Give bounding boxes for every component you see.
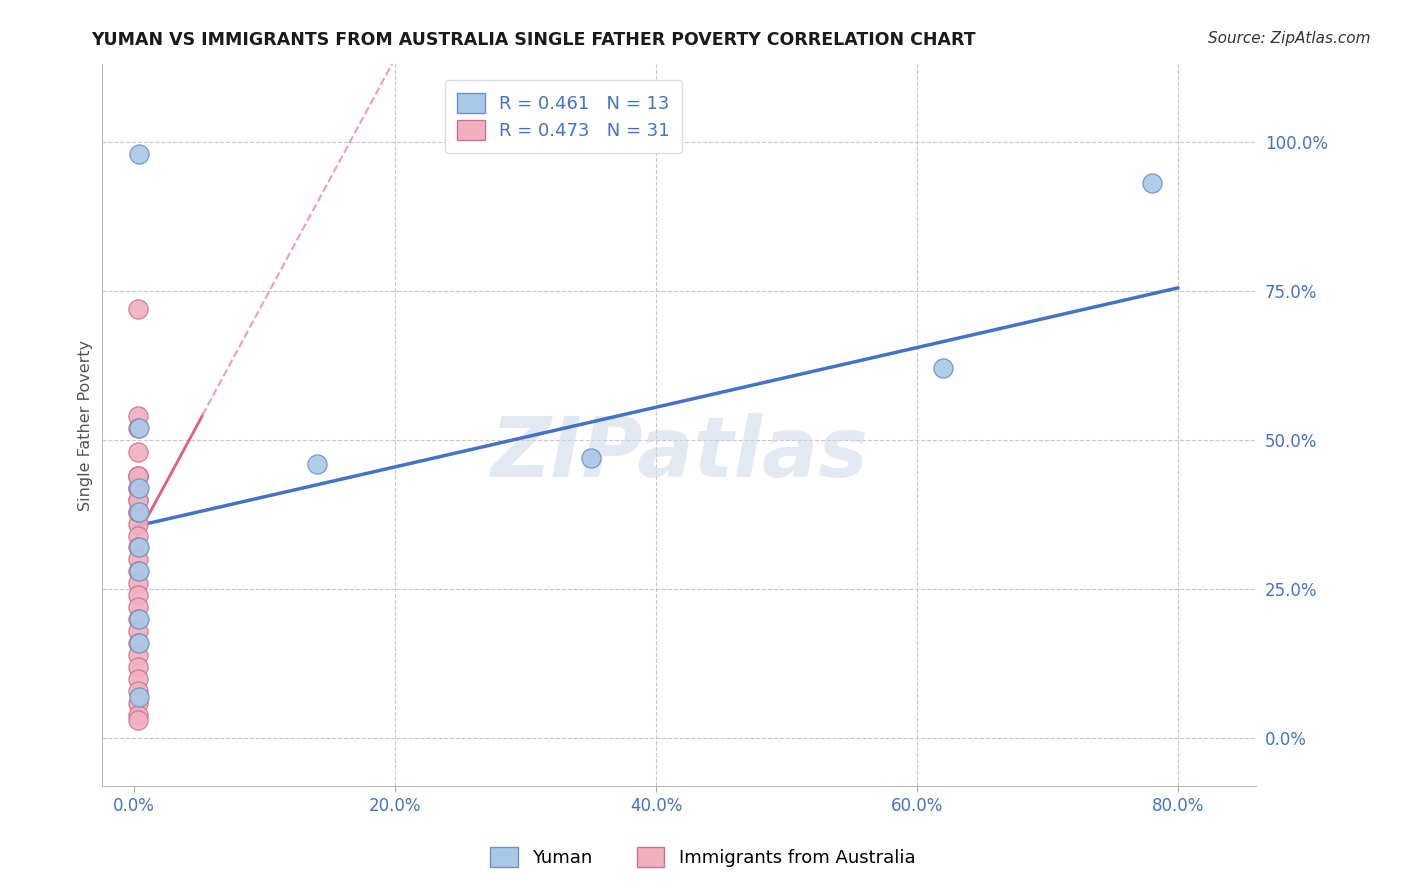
Legend: Yuman, Immigrants from Australia: Yuman, Immigrants from Australia: [484, 839, 922, 874]
Point: [127, 648, 149, 662]
Point: [1140, 177, 1163, 191]
Text: YUMAN VS IMMIGRANTS FROM AUSTRALIA SINGLE FATHER POVERTY CORRELATION CHART: YUMAN VS IMMIGRANTS FROM AUSTRALIA SINGL…: [91, 31, 976, 49]
Point: [127, 552, 149, 566]
Point: [127, 468, 149, 483]
Point: [127, 468, 149, 483]
Point: [127, 672, 149, 686]
Point: [127, 714, 149, 728]
Point: [127, 660, 149, 674]
Point: [127, 445, 149, 459]
Point: [305, 457, 328, 471]
Text: ZIPatlas: ZIPatlas: [491, 414, 868, 494]
Point: [127, 683, 149, 698]
Point: [579, 450, 602, 465]
Point: [127, 624, 149, 638]
Point: [128, 690, 150, 704]
Point: [128, 481, 150, 495]
Point: [127, 528, 149, 542]
Point: [127, 409, 149, 424]
Point: [128, 541, 150, 555]
Y-axis label: Single Father Poverty: Single Father Poverty: [79, 340, 93, 510]
Legend: R = 0.461   N = 13, R = 0.473   N = 31: R = 0.461 N = 13, R = 0.473 N = 31: [444, 80, 682, 153]
Point: [127, 564, 149, 578]
Point: [127, 492, 149, 507]
Point: [127, 516, 149, 531]
Point: [127, 636, 149, 650]
Point: [127, 696, 149, 710]
Point: [127, 421, 149, 435]
Point: [128, 146, 150, 161]
Point: [127, 481, 149, 495]
Point: [127, 492, 149, 507]
Point: [127, 576, 149, 591]
Point: [127, 468, 149, 483]
Point: [127, 481, 149, 495]
Point: [128, 636, 150, 650]
Point: [128, 564, 150, 578]
Text: Source: ZipAtlas.com: Source: ZipAtlas.com: [1208, 31, 1371, 46]
Point: [127, 588, 149, 602]
Point: [127, 707, 149, 722]
Point: [128, 421, 150, 435]
Point: [932, 361, 955, 376]
Point: [127, 505, 149, 519]
Point: [127, 612, 149, 626]
Point: [128, 505, 150, 519]
Point: [127, 541, 149, 555]
Point: [127, 301, 149, 316]
Point: [127, 505, 149, 519]
Point: [128, 612, 150, 626]
Point: [127, 600, 149, 615]
